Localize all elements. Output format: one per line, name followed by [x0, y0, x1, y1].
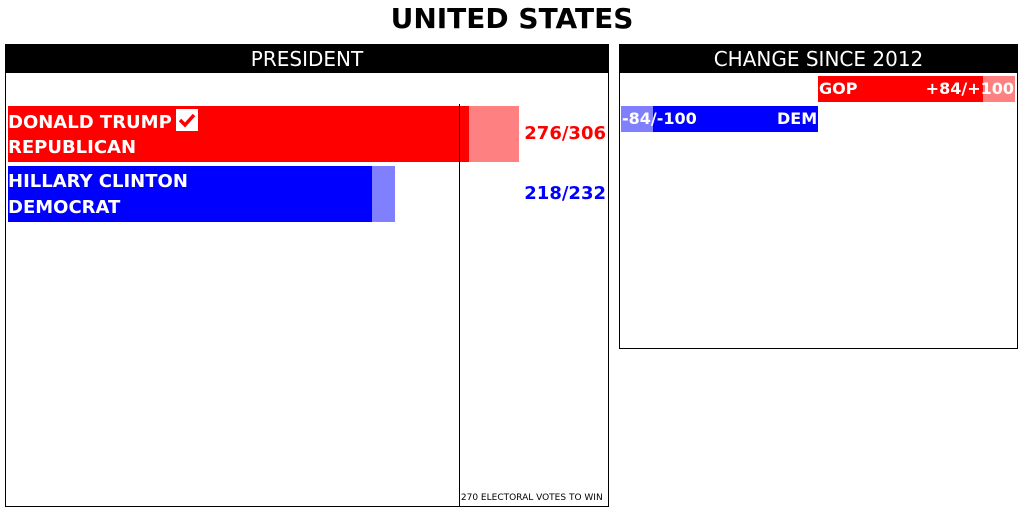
- threshold-line: [458, 104, 460, 506]
- dem-change-called-bar: [652, 106, 818, 132]
- trump-name: DONALD TRUMP: [8, 109, 198, 136]
- dem-change-value: -84/-100: [622, 109, 697, 128]
- clinton-party: DEMOCRAT: [8, 197, 121, 218]
- change-header: CHANGE SINCE 2012: [620, 45, 1017, 73]
- threshold-note: 270 ELECTORAL VOTES TO WIN: [460, 493, 603, 503]
- trump-votes: 276/306: [524, 123, 606, 144]
- gop-change-value: +84/+100: [925, 79, 1014, 98]
- change-panel: CHANGE SINCE 2012 GOP +84/+100 -84/-100 …: [619, 44, 1018, 349]
- page-title: UNITED STATES: [390, 2, 634, 35]
- winner-check-icon: [175, 109, 198, 131]
- trump-name-text: DONALD TRUMP: [8, 112, 172, 133]
- dem-label: DEM: [777, 109, 818, 128]
- president-panel: PRESIDENT DONALD TRUMP REPUBLICAN 276/30…: [5, 44, 609, 507]
- gop-label: GOP: [819, 79, 858, 98]
- clinton-name: HILLARY CLINTON: [8, 171, 188, 192]
- trump-party: REPUBLICAN: [8, 137, 137, 158]
- clinton-votes: 218/232: [524, 183, 606, 204]
- president-header: PRESIDENT: [6, 45, 608, 73]
- trump-called-bar: [8, 106, 469, 162]
- clinton-called-bar: [8, 166, 373, 222]
- gop-change-called-bar: [818, 76, 984, 102]
